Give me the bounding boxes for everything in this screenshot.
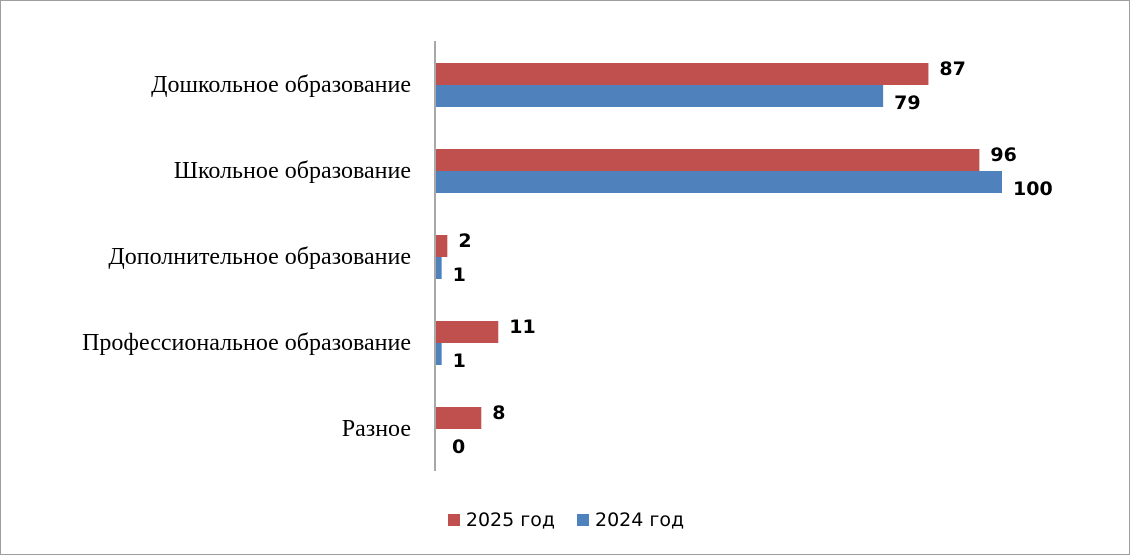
bar-2025 xyxy=(436,321,499,343)
bar-2024 xyxy=(436,257,442,279)
data-label: 8 xyxy=(492,402,505,424)
bar-2025 xyxy=(436,63,929,85)
legend: 2025 год 2024 год xyxy=(1,509,1130,531)
category-label: Дошкольное образование xyxy=(151,72,411,98)
bar-2025 xyxy=(436,407,482,429)
data-label: 79 xyxy=(894,92,920,114)
bar-2024 xyxy=(436,85,884,107)
data-label: 11 xyxy=(509,316,535,338)
data-label: 2 xyxy=(458,230,471,252)
bar-2025 xyxy=(436,235,448,257)
legend-label-2025: 2025 год xyxy=(465,509,555,531)
data-label: 1 xyxy=(453,350,466,372)
data-label: 1 xyxy=(453,264,466,286)
bar-2024 xyxy=(436,171,1002,193)
legend-item-2025: 2025 год xyxy=(447,509,555,531)
data-label: 0 xyxy=(452,436,465,458)
legend-label-2024: 2024 год xyxy=(595,509,685,531)
bar-2024 xyxy=(436,343,442,365)
legend-swatch-2025 xyxy=(447,514,460,526)
legend-swatch-2024 xyxy=(577,514,589,526)
data-label: 100 xyxy=(1013,178,1053,200)
data-label: 87 xyxy=(939,58,965,80)
category-label: Дополнительное образование xyxy=(108,244,411,270)
category-label: Разное xyxy=(342,416,411,442)
data-label: 96 xyxy=(990,144,1016,166)
bar-2025 xyxy=(436,149,980,171)
legend-item-2024: 2024 год xyxy=(577,509,684,531)
category-label: Школьное образование xyxy=(174,158,411,184)
category-label: Профессиональное образование xyxy=(82,330,411,356)
